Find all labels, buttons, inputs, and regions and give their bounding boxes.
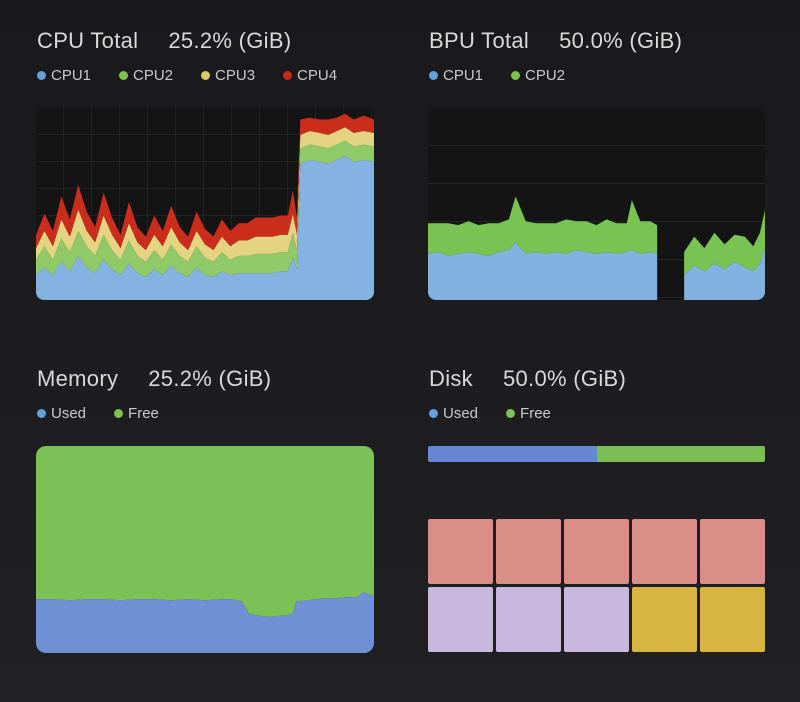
disk-tile-8[interactable] [564,587,629,652]
disk-legend: Used Free [429,404,765,422]
legend-label: Free [128,404,159,422]
legend-item-used[interactable]: Used [429,405,478,422]
disk-bar-used-segment [428,446,597,462]
disk-tile-5[interactable] [700,519,765,584]
legend-dot-icon [37,70,46,80]
memory-panel: Memory 25.2% (GiB) Used Free [36,366,374,653]
disk-bar-free-segment [596,446,765,462]
area-series-cpu1 [36,156,374,300]
cpu-panel-title: CPU Total 25.2% (GiB) [37,28,374,54]
disk-tile-1[interactable] [428,519,493,584]
legend-dot-icon [114,408,124,418]
area-series-cpu4 [36,113,374,251]
bpu-panel-title: BPU Total 50.0% (GiB) [429,28,765,54]
legend-item-free[interactable]: Free [114,405,159,422]
memory-legend: Used Free [37,404,374,422]
legend-dot-icon [511,70,521,80]
legend-dot-icon [201,70,211,80]
legend-label: CPU4 [297,66,338,84]
legend-item-cpu1[interactable]: CPU1 [429,67,483,84]
legend-item-cpu4[interactable]: CPU4 [283,67,337,84]
disk-tile-6[interactable] [428,587,493,652]
legend-label: CPU2 [525,66,566,84]
bpu-chart[interactable] [428,108,765,300]
disk-tile-2[interactable] [496,519,561,584]
legend-dot-icon [429,70,438,80]
legend-label: CPU1 [443,66,484,84]
memory-title-text: Memory [37,366,119,391]
disk-value-text: 50.0% (GiB) [502,366,627,391]
dashboard: CPU Total 25.2% (GiB) CPU1 CPU2 CPU3 CPU4 B… [36,28,765,653]
cpu-chart[interactable] [36,108,374,300]
legend-item-free[interactable]: Free [506,405,551,422]
area-series-used [36,591,374,653]
legend-label: Free [520,404,551,422]
legend-item-cpu1[interactable]: CPU1 [37,67,91,84]
disk-tile-4[interactable] [632,519,697,584]
legend-item-cpu3[interactable]: CPU3 [201,67,255,84]
legend-dot-icon [429,408,438,418]
legend-dot-icon [283,70,293,80]
bpu-title-text: BPU Total [429,28,530,53]
disk-usage-bar[interactable] [428,446,765,462]
disk-panel: Disk 50.0% (GiB) Used Free [428,366,765,653]
area-series-cpu2 [428,196,765,300]
memory-panel-title: Memory 25.2% (GiB) [37,366,374,392]
legend-item-used[interactable]: Used [37,405,86,422]
legend-label: Used [51,404,87,422]
disk-tile-grid [428,519,765,652]
memory-chart[interactable] [36,446,374,653]
legend-label: Used [443,404,479,422]
bpu-panel: BPU Total 50.0% (GiB) CPU1 CPU2 [428,28,765,300]
area-series-cpu2 [36,140,374,277]
area-series-cpu1 [428,242,765,300]
cpu-panel: CPU Total 25.2% (GiB) CPU1 CPU2 CPU3 CPU4 [36,28,374,300]
legend-dot-icon [506,408,516,418]
bpu-value-text: 50.0% (GiB) [559,28,683,53]
cpu-value-text: 25.2% (GiB) [168,28,292,53]
legend-dot-icon [37,408,46,418]
cpu-title-text: CPU Total [37,28,139,53]
legend-label: CPU3 [215,66,256,84]
legend-item-cpu2[interactable]: CPU2 [511,67,565,84]
disk-title-text: Disk [429,366,473,391]
legend-dot-icon [119,70,129,80]
disk-tile-10[interactable] [700,587,765,652]
legend-item-cpu2[interactable]: CPU2 [119,67,173,84]
legend-label: CPU2 [133,66,174,84]
area-series-free [36,446,374,617]
disk-tile-7[interactable] [496,587,561,652]
area-series-cpu3 [36,127,374,262]
legend-label: CPU1 [51,66,92,84]
bpu-legend: CPU1 CPU2 [429,66,765,84]
cpu-legend: CPU1 CPU2 CPU3 CPU4 [37,66,374,84]
disk-tile-9[interactable] [632,587,697,652]
disk-panel-title: Disk 50.0% (GiB) [429,366,765,392]
memory-value-text: 25.2% (GiB) [148,366,272,391]
disk-tile-3[interactable] [564,519,629,584]
